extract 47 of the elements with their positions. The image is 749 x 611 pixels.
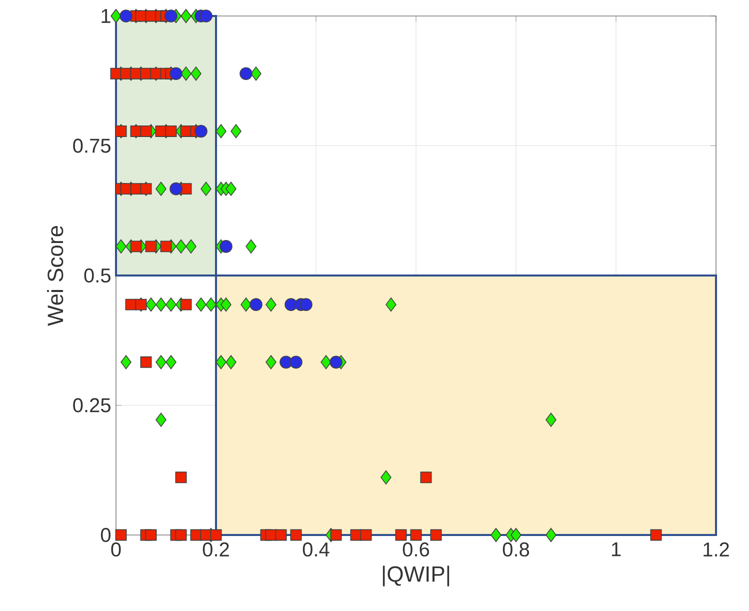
point bbox=[115, 529, 127, 541]
point bbox=[164, 10, 178, 22]
y-tick-label: 0.25 bbox=[73, 398, 110, 412]
y-tick-label: 0.75 bbox=[73, 138, 110, 153]
point bbox=[420, 472, 432, 484]
x-tick-label: 0.6 bbox=[402, 542, 430, 557]
x-tick-label: 1.2 bbox=[704, 542, 729, 556]
point bbox=[145, 529, 157, 541]
point bbox=[194, 124, 208, 138]
point bbox=[130, 240, 142, 252]
point bbox=[160, 240, 172, 252]
y-tick-label: 1 bbox=[102, 9, 110, 23]
point bbox=[170, 67, 182, 80]
point bbox=[275, 529, 287, 541]
x-tick-label: 0.2 bbox=[202, 542, 229, 557]
x-axis-title: |QWIP| bbox=[382, 566, 450, 586]
point bbox=[360, 529, 372, 541]
x-tick-label: 0.8 bbox=[502, 542, 530, 557]
point bbox=[330, 356, 342, 369]
point bbox=[140, 356, 152, 368]
point bbox=[170, 182, 182, 196]
point bbox=[175, 529, 187, 541]
point bbox=[180, 298, 192, 310]
point bbox=[300, 298, 312, 311]
point bbox=[210, 529, 222, 541]
point bbox=[290, 529, 302, 541]
x-tick-label: 1 bbox=[612, 542, 621, 556]
y-tick-label: 0 bbox=[100, 528, 110, 542]
point bbox=[140, 125, 152, 137]
y-axis-title: Wei Score bbox=[47, 226, 64, 326]
point bbox=[240, 67, 252, 80]
x-tick-label: 0.4 bbox=[302, 542, 330, 557]
point bbox=[250, 298, 262, 311]
point bbox=[220, 240, 232, 253]
point bbox=[290, 356, 302, 369]
y-tick-label: 0.5 bbox=[84, 268, 110, 283]
point bbox=[430, 529, 442, 541]
point bbox=[330, 529, 342, 541]
point bbox=[200, 10, 212, 22]
point bbox=[165, 125, 177, 137]
point bbox=[120, 10, 132, 22]
point bbox=[650, 529, 662, 541]
point bbox=[145, 240, 157, 252]
point bbox=[395, 529, 407, 541]
point bbox=[410, 529, 422, 541]
point bbox=[175, 472, 187, 484]
x-tick-label: 0 bbox=[111, 542, 121, 557]
